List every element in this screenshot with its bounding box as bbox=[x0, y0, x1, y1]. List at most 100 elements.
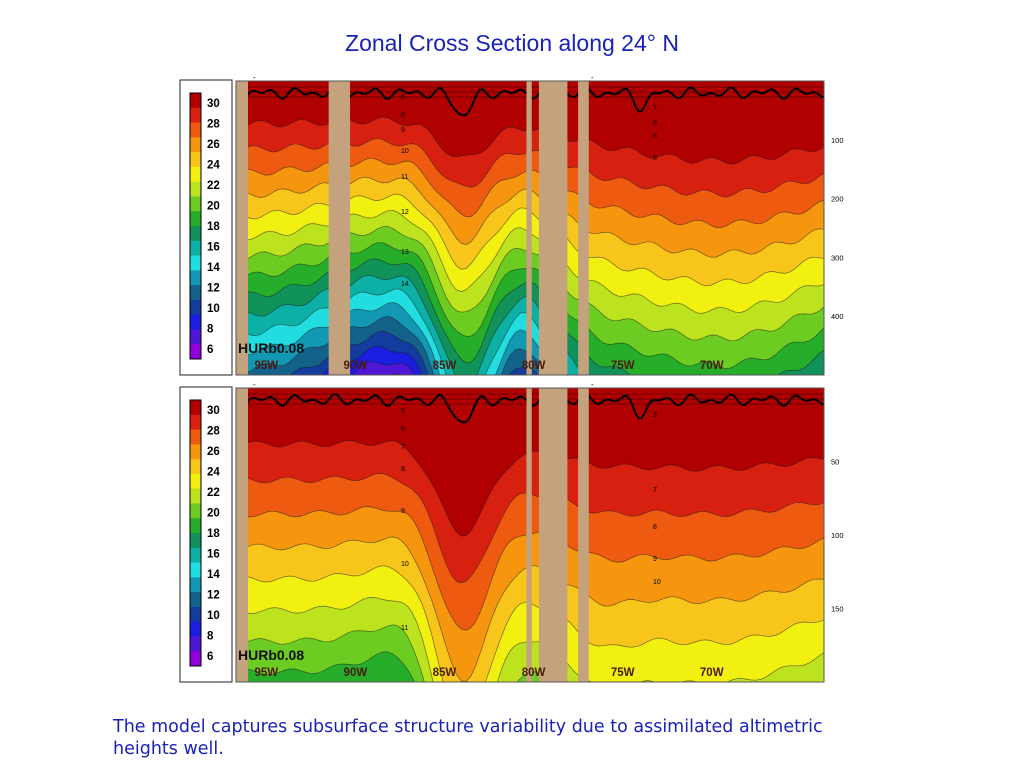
top-marker: - bbox=[591, 382, 594, 389]
colorbar-tick-label: 20 bbox=[207, 201, 220, 213]
colorbar-swatch bbox=[190, 211, 201, 227]
colorbar-swatch bbox=[190, 577, 201, 593]
depth-tick-label: 300 bbox=[831, 253, 844, 262]
x-tick-label: 85W bbox=[433, 360, 457, 372]
colorbar-swatch bbox=[190, 636, 201, 652]
colorbar-swatch bbox=[190, 255, 201, 271]
contour-label: 6 bbox=[401, 426, 405, 433]
contour-label: 7 bbox=[653, 487, 657, 494]
contour-label: 10 bbox=[653, 579, 661, 586]
colorbar-tick-label: 22 bbox=[207, 487, 220, 499]
contour-label: 8 bbox=[653, 120, 657, 127]
colorbar-swatch bbox=[190, 533, 201, 549]
colorbar-tick-label: 10 bbox=[207, 610, 220, 622]
colorbar-swatch bbox=[190, 285, 201, 301]
panel-label: HURb0.08 bbox=[238, 340, 304, 356]
slide-caption: The model captures subsurface structure … bbox=[113, 717, 823, 759]
colorbar-frame bbox=[179, 386, 233, 683]
contour-label: 12 bbox=[401, 209, 409, 216]
colorbar-swatch bbox=[190, 314, 201, 330]
x-tick-label: 75W bbox=[611, 667, 635, 679]
land-mask bbox=[578, 81, 589, 375]
x-tick-label: 90W bbox=[344, 360, 368, 372]
bottom-cross-section-panel: 30 28 26 24 22 20 18 16 14 12 10 8 6 5 6 7 8 9 10 11 5 7 8 9 10 9… bbox=[179, 382, 844, 683]
colorbar-swatch bbox=[190, 329, 201, 345]
plot-frame bbox=[235, 80, 825, 376]
colorbar-swatch bbox=[190, 651, 201, 667]
contour-label: 10 bbox=[401, 148, 409, 155]
x-tick-label: 95W bbox=[254, 667, 278, 679]
colorbar-tick-label: 28 bbox=[207, 119, 220, 131]
colorbar-swatch bbox=[190, 429, 201, 445]
colorbar-swatch bbox=[190, 473, 201, 490]
colorbar-tick-label: 26 bbox=[207, 139, 220, 151]
contour-label: 8 bbox=[401, 466, 405, 473]
seamount-mask bbox=[330, 248, 351, 375]
colorbar-tick-label: 12 bbox=[207, 282, 220, 294]
colorbar-swatch bbox=[190, 459, 201, 475]
colorbar-tick-label: 16 bbox=[207, 241, 220, 253]
contour-label: 9 bbox=[653, 556, 657, 563]
colorbar-swatch bbox=[190, 562, 201, 578]
contour-label: 8 bbox=[653, 133, 657, 140]
land-mask-west bbox=[236, 81, 248, 375]
colorbar-frame bbox=[179, 79, 233, 376]
colorbar-swatch bbox=[190, 592, 201, 608]
x-tick-label: 70W bbox=[700, 667, 724, 679]
colorbar-swatch bbox=[190, 107, 201, 124]
colorbar-tick-label: 18 bbox=[207, 528, 220, 540]
colorbar-swatch bbox=[190, 621, 201, 637]
colorbar-tick-label: 22 bbox=[207, 180, 220, 192]
colorbar-swatch bbox=[190, 503, 201, 519]
land-mask bbox=[538, 81, 568, 375]
colorbar-tick-label: 8 bbox=[207, 323, 214, 335]
contour-label: 8 bbox=[653, 524, 657, 531]
colorbar-swatch bbox=[190, 606, 201, 623]
x-tick-label: 90W bbox=[344, 667, 368, 679]
x-tick-label: 80W bbox=[522, 360, 546, 372]
colorbar-swatch bbox=[190, 152, 201, 168]
colorbar-swatch bbox=[190, 166, 201, 183]
depth-tick-label: 100 bbox=[831, 531, 844, 540]
contour-label: 8 bbox=[653, 155, 657, 162]
colorbar-tick-label: 28 bbox=[207, 426, 220, 438]
colorbar-swatch bbox=[190, 93, 201, 109]
colorbar-tick-label: 8 bbox=[207, 630, 214, 642]
contour-label: 5 bbox=[653, 412, 657, 419]
x-tick-label: 80W bbox=[522, 667, 546, 679]
temperature-field bbox=[236, 81, 824, 375]
depth-tick-label: 50 bbox=[831, 458, 839, 467]
colorbar-swatch bbox=[190, 137, 201, 153]
colorbar-swatch bbox=[190, 518, 201, 534]
colorbar-outline bbox=[189, 92, 202, 360]
colorbar-swatch bbox=[190, 226, 201, 242]
colorbar-tick-label: 16 bbox=[207, 548, 220, 560]
contour-label: 11 bbox=[401, 174, 408, 181]
contour-label: 6 bbox=[401, 94, 405, 101]
colorbar-swatch bbox=[190, 270, 201, 286]
contour-label: 11 bbox=[401, 625, 408, 632]
depth-tick-label: 100 bbox=[831, 136, 844, 145]
colorbar-swatch bbox=[190, 196, 201, 212]
contour-label: 14 bbox=[401, 281, 409, 288]
contour-label: 9 bbox=[401, 508, 405, 515]
colorbar-swatch bbox=[190, 488, 201, 504]
colorbar-tick-label: 6 bbox=[207, 344, 213, 356]
contour-label: 10 bbox=[401, 561, 409, 568]
temperature-field bbox=[236, 388, 824, 682]
colorbar-swatch bbox=[190, 400, 201, 416]
colorbar-tick-label: 14 bbox=[207, 262, 220, 274]
colorbar-swatch bbox=[190, 122, 201, 138]
land-mask-west bbox=[236, 388, 248, 682]
panel-label: HURb0.08 bbox=[238, 647, 304, 663]
contour-label: 5 bbox=[401, 408, 405, 415]
contour-label: 7 bbox=[401, 444, 405, 451]
colorbar-swatch bbox=[190, 181, 201, 197]
colorbar-tick-label: 6 bbox=[207, 651, 213, 663]
colorbar-tick-label: 26 bbox=[207, 446, 220, 458]
colorbar-tick-label: 10 bbox=[207, 303, 220, 315]
colorbar-tick-label: 18 bbox=[207, 221, 220, 233]
colorbar-tick-label: 30 bbox=[207, 405, 220, 417]
colorbar-swatch bbox=[190, 240, 201, 257]
top-marker: - bbox=[591, 76, 594, 82]
